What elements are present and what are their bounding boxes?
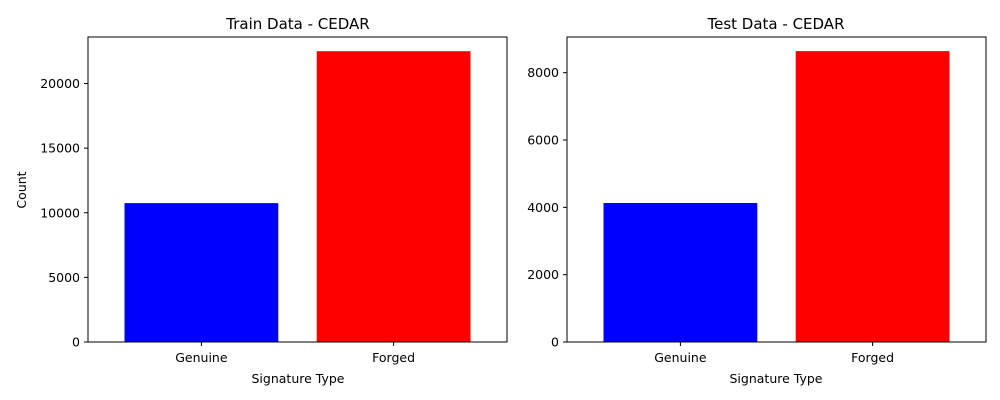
x-tick-label: Forged (851, 350, 894, 365)
plot-frame (87, 36, 508, 343)
y-tick-label: 15000 (40, 141, 80, 156)
bar-genuine (603, 203, 758, 342)
y-tick-label: 8000 (527, 65, 559, 80)
chart-train: Train Data - CEDAR Signature Type Count … (14, 15, 508, 386)
x-ticks: Genuine Forged (175, 342, 415, 365)
y-ticks: 0 2000 4000 6000 8000 (527, 65, 567, 350)
x-tick-label: Genuine (654, 350, 707, 365)
bar-genuine (124, 203, 279, 342)
y-tick-label: 10000 (40, 205, 80, 220)
x-ticks: Genuine Forged (654, 342, 894, 365)
x-tick-label: Genuine (175, 350, 228, 365)
x-axis-label: Signature Type (252, 371, 345, 386)
y-tick-label: 0 (551, 335, 559, 350)
y-tick-label: 4000 (527, 200, 559, 215)
chart-title: Train Data - CEDAR (225, 15, 369, 33)
bars (603, 51, 950, 342)
y-tick-label: 5000 (48, 270, 80, 285)
bar-forged (795, 51, 950, 342)
y-tick-label: 6000 (527, 133, 559, 148)
x-tick-label: Forged (372, 350, 415, 365)
y-tick-label: 0 (72, 335, 80, 350)
chart-title: Test Data - CEDAR (707, 15, 845, 33)
x-axis-label: Signature Type (730, 371, 823, 386)
y-tick-label: 20000 (40, 76, 80, 91)
y-axis-label: Count (14, 171, 29, 208)
chart-test: Test Data - CEDAR Signature Type 0 2000 40… (527, 15, 987, 386)
plot-frame (566, 36, 987, 343)
bar-forged (316, 51, 471, 342)
bars (124, 51, 471, 342)
y-tick-label: 2000 (527, 267, 559, 282)
y-ticks: 0 5000 10000 15000 20000 (40, 76, 88, 350)
